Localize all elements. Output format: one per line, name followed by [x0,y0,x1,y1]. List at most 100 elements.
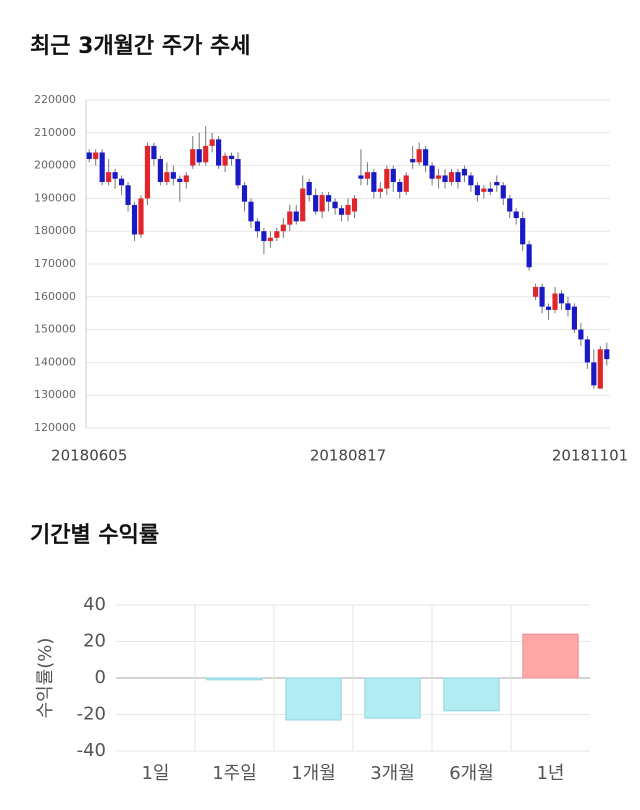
y-tick-label: 20 [83,631,106,652]
candle-body [235,159,241,186]
candle-body [545,306,552,310]
x-tick-label: 20181101 [552,447,628,465]
candle-body [177,178,183,182]
chart-title: 최근 3개월간 주가 추세 [30,34,250,59]
candle-body [416,149,422,163]
candle-body [203,145,209,163]
candle-body [287,211,293,225]
candle-body [209,139,215,146]
candle-body [384,168,390,189]
candle-body [397,182,403,192]
candle-body [461,168,468,176]
candle-body [351,198,358,212]
candle-body [99,152,105,182]
x-tick-label: 6개월 [449,763,494,784]
candle-body [300,188,306,222]
candle-body [274,231,280,238]
candle-body [138,198,144,235]
candle-body [248,201,254,222]
candle-body [345,204,351,215]
candle-body [332,201,338,209]
candle-body [474,185,480,196]
y-tick-label: -40 [77,740,106,761]
candle-body [442,175,448,182]
candle-body [520,218,526,245]
candle-body [313,195,319,212]
candle-body [241,185,248,202]
candle-body [410,159,416,163]
y-tick-label: 180000 [34,224,76,237]
candle-body [500,185,506,199]
candle-body [390,168,396,182]
y-tick-label: 170000 [34,257,76,270]
y-tick-label: 210000 [34,126,76,139]
candle-body [377,188,383,192]
candle-body [591,362,597,386]
candle-body [371,172,377,192]
y-tick-label: 120000 [34,421,76,434]
candle-body [319,195,325,212]
x-tick-label: 20180605 [51,447,127,465]
candle-body [358,175,364,179]
x-tick-label: 1주일 [212,763,257,784]
candle-body [280,224,286,232]
bar [285,677,342,721]
candle-body [170,172,176,179]
candle-body [131,204,138,235]
candle-body [565,303,571,310]
bar [364,677,421,719]
bar [443,677,500,712]
candle-body [455,172,461,182]
candle-body [494,182,500,186]
y-tick-label: 140000 [34,355,76,368]
y-tick-label: 200000 [34,159,76,172]
candle-body [513,211,519,219]
candle-body [539,286,545,307]
candle-body [364,172,370,179]
candle-body [604,349,610,360]
candle-body [93,152,99,160]
candle-body [507,198,513,212]
candle-body [306,182,312,196]
candle-body [597,349,603,389]
y-tick-label: 220000 [34,93,76,106]
candle-body [487,188,493,192]
candle-body [584,339,590,363]
candle-body [190,149,196,166]
x-tick-label: 3개월 [370,763,415,784]
y-tick-label: 0 [95,667,106,688]
candle-body [429,165,435,179]
candle-body [222,155,228,166]
candle-body [112,172,118,179]
candle-body [254,221,261,232]
candle-body [125,185,131,205]
candle-body [267,237,273,242]
x-tick-label: 1일 [141,763,169,784]
candle-body [558,293,565,304]
candle-body [86,152,92,160]
candle-body [448,172,455,182]
candle-body [338,208,345,215]
bar [206,677,263,681]
candle-body [261,231,267,242]
chart-title: 기간별 수익률 [30,523,159,548]
candle-body [164,172,170,182]
y-tick-label: 150000 [34,323,76,336]
candle-body [216,139,222,166]
candle-body [552,293,558,310]
candle-body [403,175,409,192]
candle-body [533,286,539,297]
candle-body [228,155,235,160]
candle-body [183,175,189,182]
candle-body [144,145,151,199]
x-tick-label: 20180817 [310,447,386,465]
bar [522,633,579,679]
x-tick-label: 1개월 [291,763,336,784]
candle-body [468,175,474,186]
candle-body [106,172,112,182]
y-tick-label: 160000 [34,290,76,303]
candle-body [157,159,163,182]
candle-body [118,178,125,186]
candle-body [435,175,442,179]
